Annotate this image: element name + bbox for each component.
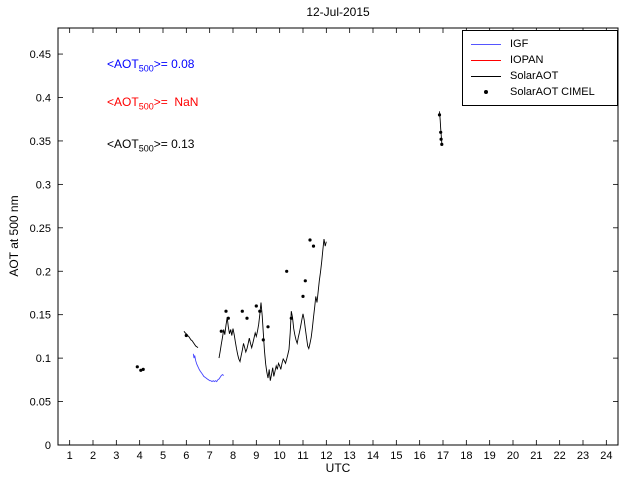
y-tick-label: 0: [45, 440, 51, 452]
scatter-point-solaraot-cimel: [301, 294, 305, 298]
annotation-text: >= NaN: [153, 95, 199, 109]
y-axis-label: AOT at 500 nm: [7, 195, 21, 277]
x-tick-label: 9: [253, 450, 259, 462]
legend-line-sample-solaraot: [471, 75, 501, 77]
x-tick-label: 4: [137, 450, 143, 462]
scatter-point-solaraot-cimel: [135, 365, 139, 369]
annotation-mean-aot-solaraot: <AOT500>= 0.13: [107, 137, 194, 153]
annotation-subscript: 500: [138, 143, 154, 154]
legend-dot-marker: [484, 90, 488, 94]
plot-frame: [57, 27, 619, 446]
x-tick-label: 24: [600, 450, 612, 462]
scatter-point-solaraot-cimel: [141, 367, 145, 371]
x-tick-label: 5: [160, 450, 166, 462]
x-tick-label: 7: [207, 450, 213, 462]
x-tick-label: 15: [390, 450, 402, 462]
legend-line-sample-igf: [471, 43, 501, 45]
scatter-point-solaraot-cimel: [311, 244, 316, 248]
x-tick-label: 23: [577, 450, 589, 462]
scatter-point-solaraot-cimel: [258, 309, 262, 313]
x-tick-label: 3: [113, 450, 119, 462]
legend-item-solaraot: SolarAOT: [471, 68, 609, 84]
x-tick-label: 2: [90, 450, 96, 462]
x-tick-label: 1: [67, 450, 73, 462]
x-tick-label: 17: [437, 450, 449, 462]
y-tick-label: 0.4: [36, 93, 51, 105]
scatter-point-solaraot-cimel: [439, 130, 443, 134]
annotation-mean-aot-iopan: <AOT500>= NaN: [107, 95, 198, 111]
annotation-text: <AOT: [107, 95, 139, 109]
scatter-point-solaraot-cimel: [439, 137, 443, 141]
chart-title: 12-Jul-2015: [306, 5, 370, 19]
annotation-text: >= 0.08: [153, 57, 195, 71]
annotation-mean-aot-igf: <AOT500>= 0.08: [107, 57, 194, 73]
x-tick-label: 20: [507, 450, 519, 462]
annotation-text: >= 0.13: [153, 137, 195, 151]
legend-label: IOPAN: [510, 54, 544, 66]
scatter-point-solaraot-cimel: [139, 368, 143, 372]
y-tick-label: 0.3: [36, 179, 51, 191]
scatter-point-solaraot-cimel: [303, 279, 307, 283]
scatter-point-solaraot-cimel: [254, 304, 258, 308]
x-tick-label: 12: [320, 450, 332, 462]
legend-label: SolarAOT CIMEL: [510, 86, 595, 98]
legend-item-iopan: IOPAN: [471, 52, 609, 68]
y-tick-label: 0.2: [36, 266, 51, 278]
annotation-text: <AOT: [107, 57, 139, 71]
x-tick-label: 8: [230, 450, 236, 462]
scatter-point-solaraot-cimel: [266, 325, 270, 329]
scatter-point-solaraot-cimel: [440, 142, 444, 146]
scatter-point-solaraot-cimel: [240, 309, 244, 313]
y-tick-label: 0.1: [36, 353, 51, 365]
legend-item-solaraot-cimel: SolarAOT CIMEL: [471, 84, 609, 100]
scatter-point-solaraot-cimel: [289, 316, 293, 320]
x-tick-label: 22: [554, 450, 566, 462]
x-tick-label: 16: [414, 450, 426, 462]
annotation-subscript: 500: [138, 63, 154, 74]
scatter-point-solaraot-cimel: [245, 316, 249, 320]
x-tick-label: 10: [274, 450, 286, 462]
legend-label: SolarAOT: [510, 70, 559, 82]
scatter-point-solaraot-cimel: [224, 309, 228, 313]
y-tick-label: 0.05: [30, 397, 51, 409]
legend: IGF IOPAN SolarAOT SolarAOT CIMEL: [462, 30, 618, 106]
scatter-point-solaraot-cimel: [285, 269, 289, 273]
scatter-point-solaraot-cimel: [308, 238, 312, 242]
y-tick-label: 0.45: [30, 49, 51, 61]
scatter-point-solaraot-cimel: [184, 333, 188, 338]
x-tick-label: 21: [530, 450, 542, 462]
y-tick-label: 0.25: [30, 223, 51, 235]
scatter-point-solaraot-cimel: [219, 329, 223, 333]
scatter-point-solaraot-cimel: [261, 338, 265, 342]
x-axis-label: UTC: [325, 461, 351, 475]
x-tick-label: 13: [344, 450, 356, 462]
y-tick-label: 0.35: [30, 136, 51, 148]
legend-line-sample-iopan: [471, 59, 501, 61]
x-tick-label: 19: [484, 450, 496, 462]
legend-item-igf: IGF: [471, 36, 609, 52]
series-line-igf: [192, 353, 224, 383]
scatter-point-solaraot-cimel: [437, 113, 442, 117]
scatter-point-solaraot-cimel: [226, 316, 230, 320]
x-tick-label: 11: [297, 450, 308, 462]
legend-label: IGF: [510, 38, 529, 50]
series-line-solaraot: [183, 330, 199, 349]
x-tick-label: 6: [183, 450, 189, 462]
annotation-subscript: 500: [138, 101, 154, 112]
y-tick-label: 0.15: [30, 310, 51, 322]
annotation-text: <AOT: [107, 137, 139, 151]
x-tick-label: 18: [460, 450, 472, 462]
series-line-solaraot: [218, 239, 327, 381]
x-tick-label: 14: [367, 450, 379, 462]
